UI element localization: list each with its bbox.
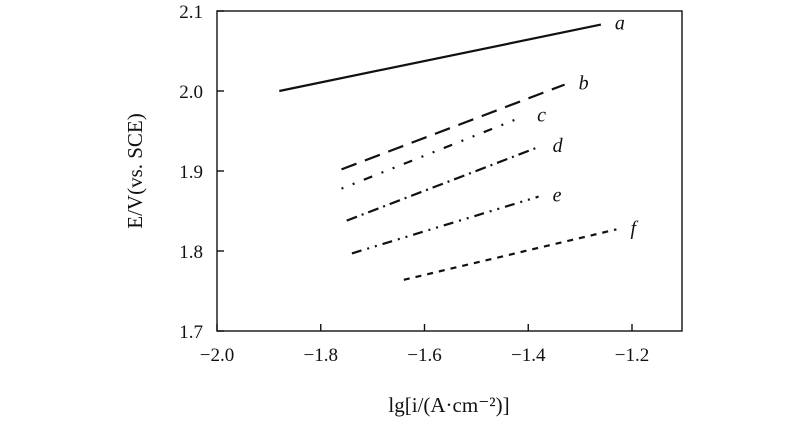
y-tick-label: 1.7	[179, 322, 203, 343]
y-axis: 1.7 1.8 1.9 2.0 2.1	[179, 2, 224, 343]
x-tick-label: −1.8	[304, 345, 338, 366]
x-tick-label: −1.6	[407, 345, 441, 366]
x-axis-label: lg[i/(A·cm⁻²)]	[388, 393, 509, 417]
x-tick-label: −2.0	[200, 345, 234, 366]
series-line-d	[346, 145, 539, 222]
series-label-f: f	[630, 217, 638, 239]
series-label-c: c	[537, 105, 546, 127]
series-line-a	[279, 23, 602, 93]
y-tick-label: 2.0	[179, 82, 203, 103]
y-tick-label: 1.8	[179, 242, 203, 263]
x-tick-label: −1.4	[511, 345, 546, 366]
series-label-b: b	[579, 73, 589, 95]
series-layer	[279, 23, 617, 281]
plot-frame	[216, 10, 683, 332]
series-label-a: a	[615, 13, 625, 35]
y-axis-label: E/V(vs. SCE)	[123, 113, 147, 229]
series-line-b	[341, 83, 565, 171]
x-axis: −2.0 −1.8 −1.6 −1.4 −1.2	[200, 324, 649, 366]
series-labels: a b cd e f	[537, 13, 638, 240]
series-label-e: e	[553, 185, 562, 207]
y-tick-label: 1.9	[179, 162, 203, 183]
series-line-c	[341, 115, 524, 190]
series-line-f	[403, 228, 617, 281]
series-label-d: d	[553, 135, 564, 157]
series-line-e	[351, 195, 539, 255]
y-tick-label: 2.1	[179, 2, 203, 23]
x-tick-label: −1.2	[615, 345, 649, 366]
